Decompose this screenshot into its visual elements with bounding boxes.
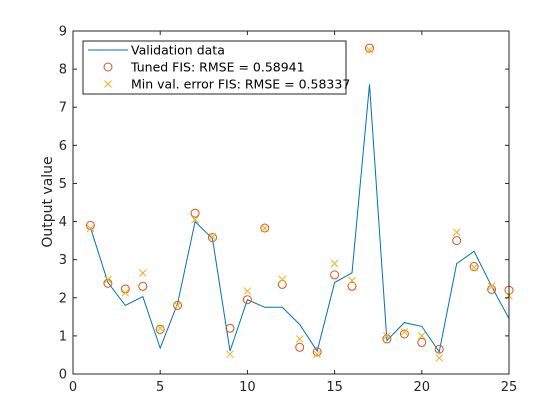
axes-box bbox=[72, 30, 510, 375]
x-tick-label: 15 bbox=[326, 380, 343, 395]
point-minval bbox=[260, 224, 269, 233]
point-tuned bbox=[260, 223, 270, 233]
point-minval bbox=[330, 259, 339, 268]
point-tuned bbox=[330, 270, 340, 280]
point-minval bbox=[417, 332, 426, 340]
point-minval bbox=[121, 288, 130, 297]
y-tick-label: 0 bbox=[59, 368, 67, 383]
point-minval bbox=[138, 269, 147, 277]
point-minval bbox=[383, 332, 391, 340]
point-minval bbox=[452, 228, 461, 237]
point-tuned bbox=[208, 233, 217, 243]
point-tuned bbox=[190, 208, 200, 218]
x-tick-label: 10 bbox=[239, 380, 256, 395]
point-minval bbox=[470, 263, 478, 272]
point-tuned bbox=[347, 281, 357, 291]
axes: 0 5 10 15 20 25 0 1 2 3 4 5 6 7 8 9 bbox=[59, 25, 518, 396]
y-tick-label: 3 bbox=[59, 253, 67, 268]
point-tuned bbox=[417, 337, 427, 347]
point-minval bbox=[365, 46, 374, 54]
y-tick-label: 9 bbox=[59, 25, 67, 40]
point-minval bbox=[226, 350, 234, 359]
legend-label-tuned: Tuned FIS: RMSE = 0.58941 bbox=[130, 60, 305, 75]
point-tuned bbox=[155, 324, 165, 334]
legend-marker-x bbox=[104, 80, 112, 88]
point-minval bbox=[435, 354, 444, 362]
x-tick-label: 5 bbox=[156, 380, 164, 395]
data-layer bbox=[85, 43, 514, 362]
y-tick-label: 7 bbox=[59, 101, 67, 116]
point-tuned bbox=[434, 344, 444, 354]
point-minval bbox=[487, 282, 496, 291]
point-tuned bbox=[382, 334, 392, 344]
point-tuned bbox=[173, 300, 183, 310]
point-minval bbox=[243, 287, 252, 295]
point-minval bbox=[295, 335, 304, 343]
legend: Validation data Tuned FIS: RMSE = 0.5894… bbox=[82, 40, 350, 95]
point-tuned bbox=[277, 279, 287, 289]
point-minval bbox=[156, 324, 165, 333]
y-tick-label: 1 bbox=[59, 329, 67, 344]
point-tuned bbox=[365, 43, 374, 53]
point-minval bbox=[278, 275, 287, 284]
legend-marker-circle bbox=[103, 62, 113, 72]
point-minval bbox=[104, 275, 112, 284]
point-minval bbox=[313, 350, 322, 359]
series-line-validation bbox=[89, 84, 510, 354]
y-tick-label: 4 bbox=[59, 215, 67, 230]
point-tuned bbox=[312, 347, 322, 357]
point-tuned bbox=[487, 284, 497, 294]
y-tick-label: 6 bbox=[59, 139, 67, 154]
point-minval bbox=[208, 232, 217, 241]
x-tick-label: 20 bbox=[414, 380, 431, 395]
x-tick-label: 25 bbox=[501, 380, 518, 395]
x-tick-label: 0 bbox=[69, 380, 77, 395]
point-tuned bbox=[399, 329, 409, 339]
point-tuned bbox=[138, 281, 148, 291]
point-tuned bbox=[85, 220, 95, 230]
point-minval bbox=[348, 276, 356, 285]
y-tick-label: 2 bbox=[59, 291, 67, 306]
y-tick-label: 5 bbox=[59, 177, 67, 192]
point-tuned bbox=[242, 295, 252, 305]
point-minval bbox=[173, 301, 182, 310]
point-minval bbox=[191, 215, 199, 224]
point-tuned bbox=[225, 323, 235, 333]
point-tuned bbox=[469, 262, 479, 271]
point-minval bbox=[86, 224, 95, 233]
point-minval bbox=[400, 328, 409, 336]
point-tuned bbox=[452, 236, 462, 246]
point-tuned bbox=[295, 342, 305, 352]
legend-label-validation: Validation data bbox=[131, 43, 225, 58]
y-axis-label: Output value bbox=[40, 156, 56, 247]
legend-label-minval: Min val. error FIS: RMSE = 0.58337 bbox=[131, 77, 350, 92]
y-tick-label: 8 bbox=[59, 63, 67, 78]
